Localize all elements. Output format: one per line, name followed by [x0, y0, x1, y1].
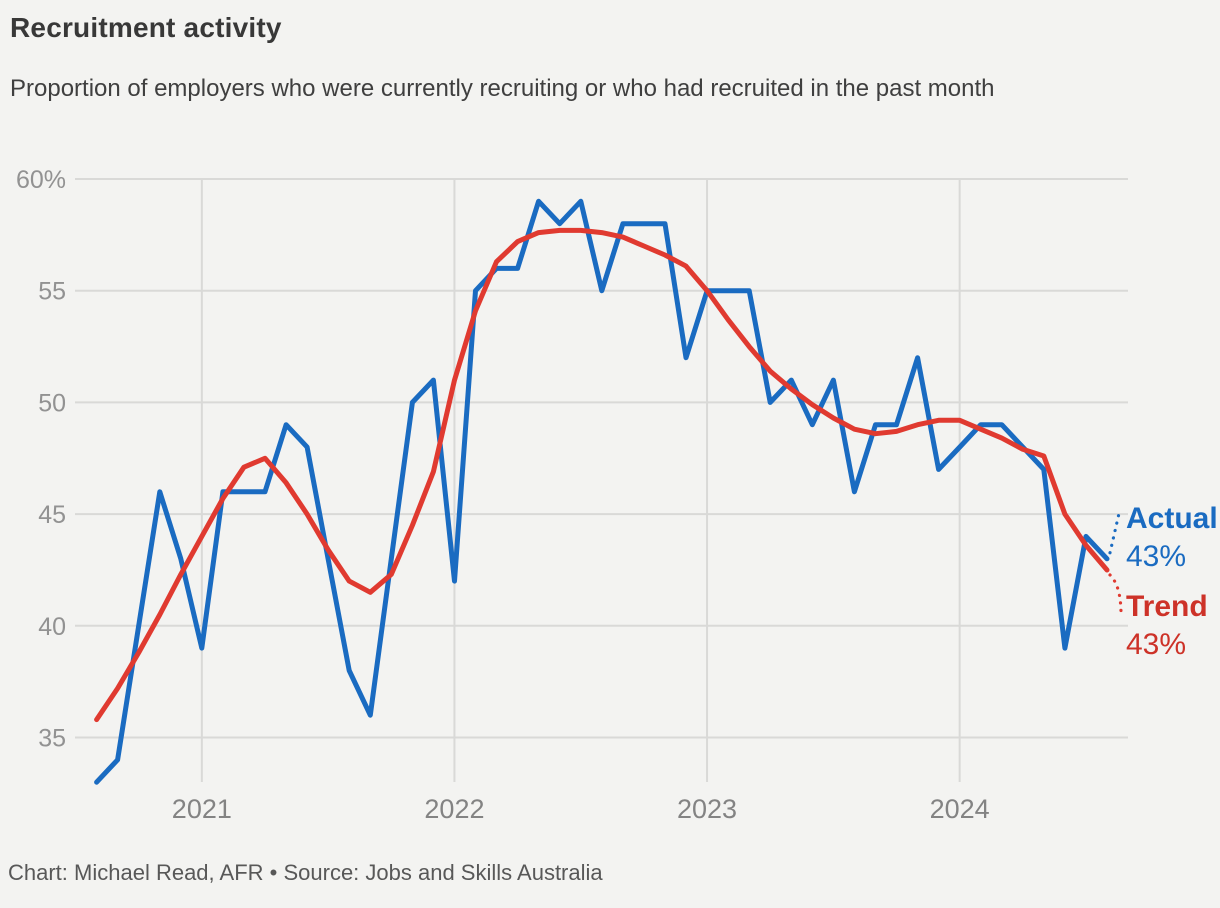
trend-series-label: Trend: [1126, 590, 1208, 623]
y-tick-label: 40: [38, 613, 66, 641]
y-tick-label: 50: [38, 389, 66, 417]
y-tick-label: 60%: [16, 166, 66, 194]
y-tick-label: 45: [38, 501, 66, 529]
actual-series-value: 43%: [1126, 540, 1187, 573]
x-tick-label: 2024: [930, 794, 990, 824]
chart-source-credit: Chart: Michael Read, AFR • Source: Jobs …: [8, 860, 603, 885]
page-title: Recruitment activity: [10, 12, 282, 43]
actual-label-connector: [1108, 507, 1122, 555]
x-tick-label: 2021: [172, 794, 232, 824]
trend-label-connector: [1108, 573, 1123, 616]
trend-line: [94, 227, 1110, 723]
y-tick-label: 55: [38, 278, 66, 306]
trend-series-value: 43%: [1126, 628, 1187, 661]
actual-series-label: Actual: [1126, 502, 1218, 535]
actual-line: [94, 198, 1110, 785]
y-tick-label: 35: [38, 725, 66, 753]
x-tick-label: 2022: [424, 794, 484, 824]
page-subtitle: Proportion of employers who were current…: [10, 75, 995, 102]
x-tick-label: 2023: [677, 794, 737, 824]
